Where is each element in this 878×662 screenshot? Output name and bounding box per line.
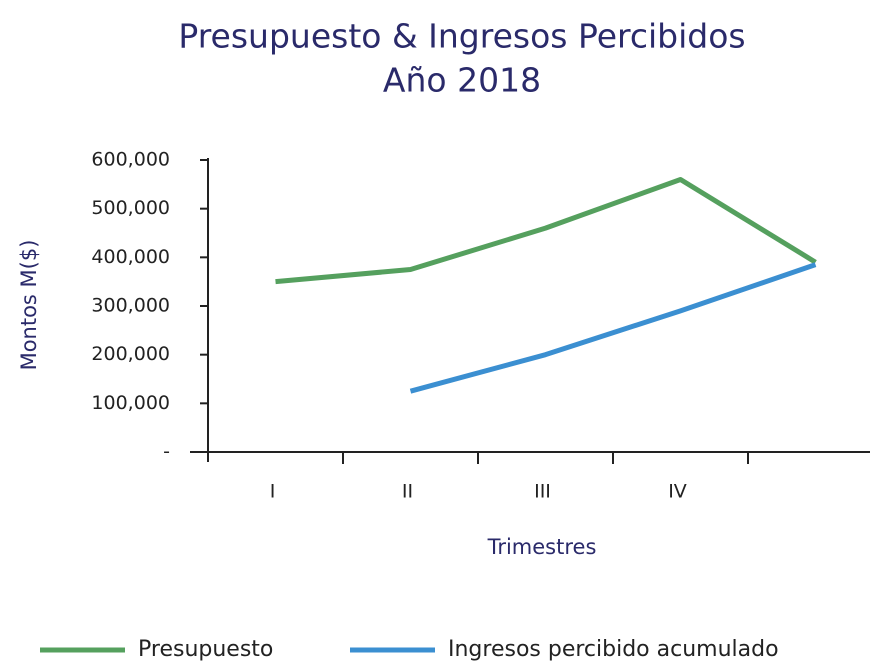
x-tick-label: IV: [668, 481, 687, 503]
y-tick-label: 400,000: [91, 246, 170, 268]
y-axis-label: Montos M($): [17, 240, 41, 371]
y-tick-label: 600,000: [91, 149, 170, 171]
x-tick-label: I: [270, 481, 276, 503]
y-tick-label: 500,000: [91, 197, 170, 219]
chart-title: Presupuesto & Ingresos Percibidos: [178, 17, 745, 56]
legend-label: Presupuesto: [138, 637, 273, 662]
y-tick-label: 100,000: [91, 392, 170, 414]
legend-label: Ingresos percibido acumulado: [448, 637, 779, 662]
chart-subtitle: Año 2018: [383, 61, 541, 100]
series-line: [409, 262, 817, 394]
x-axis-label: Trimestres: [487, 535, 597, 559]
y-tick-label: 200,000: [91, 343, 170, 365]
x-tick-label: II: [402, 481, 413, 503]
y-tick-label: -: [163, 441, 170, 463]
y-tick-label: 300,000: [91, 295, 170, 317]
series-line: [275, 176, 817, 285]
x-tick-label: III: [534, 481, 551, 503]
